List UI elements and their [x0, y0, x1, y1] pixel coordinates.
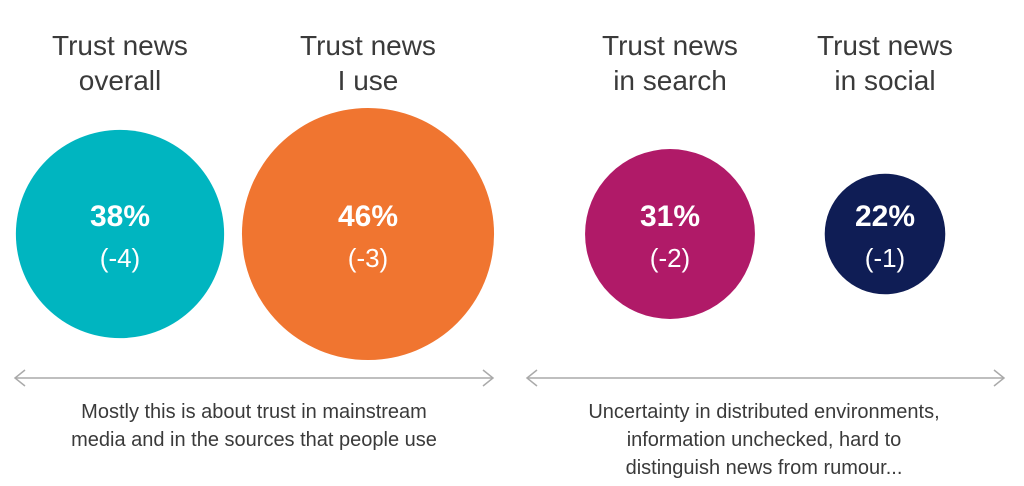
bubble: [241, 107, 495, 361]
bubble: [824, 173, 946, 295]
change-label: (-3): [348, 243, 388, 273]
annotation: Uncertainty in distributed environments,…: [588, 401, 940, 479]
bubble: [585, 149, 755, 319]
category-label: Trust news overall: [52, 30, 188, 96]
value-label: 31%: [640, 200, 700, 233]
category-label: Trust news in search: [602, 30, 738, 96]
value-label: 38%: [90, 200, 150, 233]
value-label: 22%: [855, 200, 915, 233]
bubble: [15, 129, 225, 339]
change-label: (-1): [865, 243, 905, 273]
value-label: 46%: [338, 200, 398, 233]
category-label: Trust news in social: [817, 30, 953, 96]
change-label: (-2): [650, 243, 690, 273]
bracket-arrow: [525, 369, 1006, 387]
change-label: (-4): [100, 243, 140, 273]
category-label: Trust news I use: [300, 30, 436, 96]
bracket-arrow: [13, 369, 495, 387]
annotation: Mostly this is about trust in mainstream…: [71, 401, 437, 451]
